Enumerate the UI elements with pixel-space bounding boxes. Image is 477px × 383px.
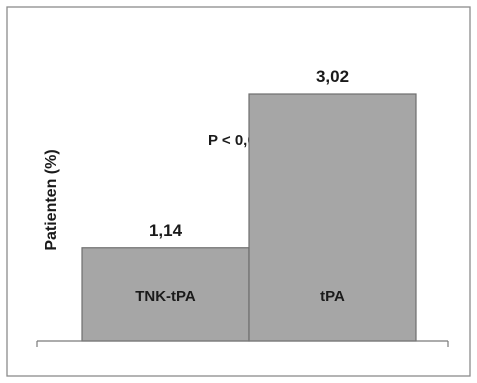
value-label-tnk-tpa: 1,14 <box>149 221 183 240</box>
category-labels-group: TNK-tPA tPA <box>135 288 345 305</box>
y-axis-label: Patienten (%) <box>43 149 60 250</box>
value-label-tpa: 3,02 <box>316 67 349 86</box>
bar-tpa <box>248 93 417 342</box>
bars-group <box>81 93 417 342</box>
category-label-tpa: tPA <box>320 288 345 305</box>
value-labels-group: 1,14 3,02 <box>149 67 349 240</box>
category-label-tnk-tpa: TNK-tPA <box>135 288 196 305</box>
